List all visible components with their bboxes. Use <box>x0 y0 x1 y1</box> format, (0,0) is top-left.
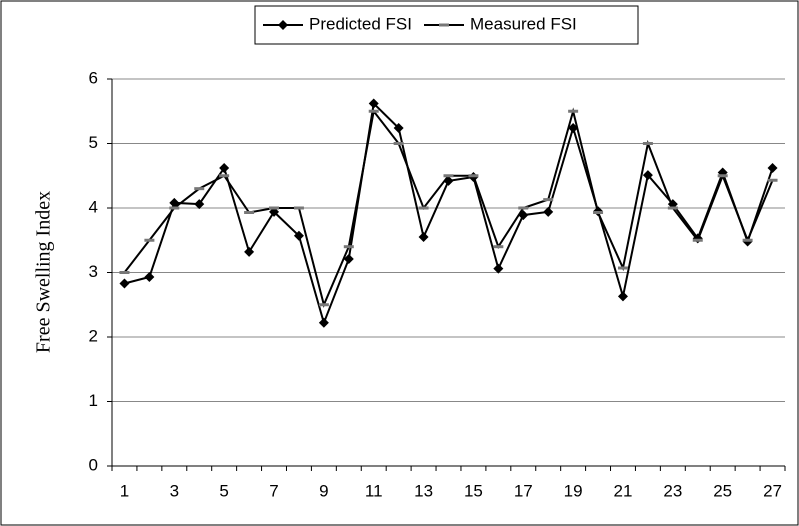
marker <box>343 253 354 264</box>
x-tick-label: 21 <box>614 481 633 500</box>
x-tick-label: 15 <box>464 481 483 500</box>
marker <box>443 175 454 186</box>
y-tick-label: 2 <box>89 326 98 345</box>
marker <box>393 123 404 134</box>
marker <box>169 197 180 208</box>
marker <box>144 272 155 283</box>
marker <box>767 163 778 174</box>
marker <box>293 230 304 241</box>
marker <box>318 317 329 328</box>
marker <box>368 98 379 109</box>
legend-label: Predicted FSI <box>309 14 412 33</box>
y-tick-label: 1 <box>89 391 98 410</box>
x-tick-label: 27 <box>763 481 782 500</box>
marker <box>418 232 429 243</box>
x-tick-label: 5 <box>219 481 228 500</box>
y-tick-label: 3 <box>89 262 98 281</box>
marker <box>642 170 653 181</box>
y-tick-label: 6 <box>89 68 98 87</box>
y-tick-label: 0 <box>89 455 98 474</box>
y-tick-label: 5 <box>89 133 98 152</box>
marker <box>244 246 255 257</box>
x-tick-label: 7 <box>269 481 278 500</box>
x-tick-label: 9 <box>319 481 328 500</box>
x-tick-label: 11 <box>365 481 383 500</box>
y-axis-label: Free Swelling Index <box>33 191 55 353</box>
marker <box>493 263 504 274</box>
marker <box>194 199 205 210</box>
x-tick-label: 1 <box>120 481 129 500</box>
x-tick-label: 19 <box>564 481 583 500</box>
y-tick-label: 4 <box>89 197 98 216</box>
marker <box>543 206 554 217</box>
x-tick-label: 23 <box>663 481 682 500</box>
legend-label: Measured FSI <box>470 14 577 33</box>
marker <box>617 291 628 302</box>
marker <box>518 210 529 221</box>
marker <box>219 163 230 174</box>
x-tick-label: 3 <box>170 481 179 500</box>
x-tick-label: 17 <box>514 481 533 500</box>
x-tick-label: 25 <box>713 481 732 500</box>
marker <box>119 278 130 289</box>
x-tick-label: 13 <box>414 481 433 500</box>
marker <box>568 123 579 134</box>
marker <box>278 20 288 30</box>
